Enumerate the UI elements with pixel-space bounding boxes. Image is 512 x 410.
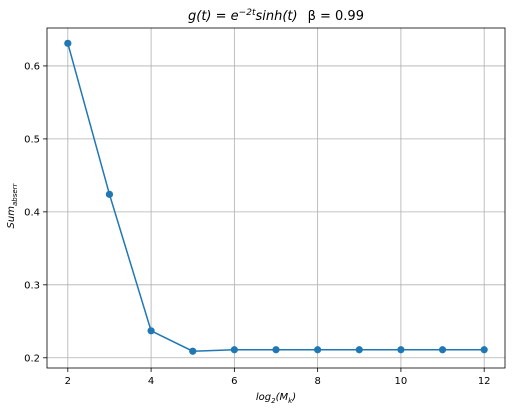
x-tick-label: 6 bbox=[231, 376, 237, 387]
x-tick-label: 4 bbox=[148, 376, 154, 387]
series-line bbox=[67, 43, 485, 352]
title-function: g(t) = e bbox=[188, 9, 239, 24]
x-tick-label: 8 bbox=[314, 376, 320, 387]
y-axis-label: Sumabserr bbox=[6, 182, 19, 228]
data-point bbox=[355, 346, 363, 354]
x-axis-ticks: 2 4 6 8 10 12 bbox=[65, 368, 491, 387]
y-tick-label: 0.6 bbox=[24, 61, 40, 72]
x-axis-label: log2(Mk) bbox=[256, 392, 296, 405]
y-tick-label: 0.4 bbox=[24, 207, 40, 218]
x-tick-label: 10 bbox=[395, 376, 408, 387]
grid bbox=[47, 28, 505, 368]
title-beta: β = 0.99 bbox=[308, 9, 364, 24]
data-point bbox=[230, 346, 238, 354]
data-point bbox=[272, 346, 280, 354]
x-tick-label: 2 bbox=[65, 376, 71, 387]
series bbox=[64, 39, 488, 355]
data-point bbox=[147, 327, 155, 335]
title-function-tail: sinh(t) bbox=[255, 9, 297, 24]
y-tick-label: 0.3 bbox=[24, 280, 40, 291]
plot-frame bbox=[46, 27, 506, 369]
title-exponent: −2t bbox=[239, 8, 256, 18]
data-point bbox=[480, 346, 488, 354]
data-point bbox=[64, 39, 72, 47]
x-tick-label: 12 bbox=[478, 376, 491, 387]
data-point bbox=[189, 347, 197, 355]
data-point bbox=[438, 346, 447, 354]
data-point bbox=[105, 190, 114, 198]
y-tick-label: 0.5 bbox=[24, 134, 40, 145]
y-axis-ticks: 0.2 0.3 0.4 0.5 0.6 bbox=[24, 61, 47, 364]
data-point bbox=[397, 346, 405, 354]
y-tick-label: 0.2 bbox=[24, 353, 40, 364]
data-point bbox=[314, 346, 322, 354]
chart-title: g(t) = e−2tsinh(t) β = 0.99 bbox=[188, 8, 364, 24]
